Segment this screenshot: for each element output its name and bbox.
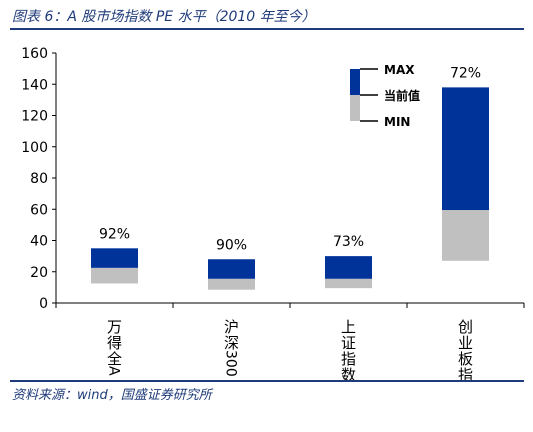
svg-text:万: 万	[107, 318, 122, 336]
svg-text:全: 全	[107, 350, 122, 368]
svg-text:板: 板	[458, 350, 473, 368]
svg-text:指: 指	[458, 366, 473, 384]
y-tick-label: 160	[21, 46, 48, 62]
legend-upper-swatch	[350, 69, 360, 95]
percentile-label: 92%	[99, 226, 130, 242]
y-tick-label: 20	[30, 265, 48, 281]
y-tick-label: 60	[30, 202, 48, 218]
percentile-label: 72%	[450, 65, 481, 81]
bar-lower	[442, 210, 489, 261]
y-tick-label: 120	[21, 109, 48, 125]
svg-text:得: 得	[107, 334, 122, 352]
svg-text:300: 300	[223, 350, 239, 377]
percentile-label: 73%	[333, 234, 364, 250]
bar-lower	[208, 278, 255, 290]
bar-lower	[325, 278, 372, 289]
percentile-label: 90%	[216, 237, 247, 253]
legend-current-label: 当前值	[384, 88, 420, 103]
source-note: 资料来源：wind，国盛证券研究所	[12, 388, 212, 403]
y-tick-label: 100	[21, 140, 48, 156]
svg-text:指: 指	[341, 350, 356, 368]
legend-max-label: MAX	[384, 63, 415, 77]
y-tick-label: 140	[21, 77, 48, 93]
legend-lower-swatch	[350, 95, 360, 121]
svg-text:创: 创	[458, 318, 473, 336]
y-tick-label: 80	[30, 171, 48, 187]
y-tick-label: 0	[39, 296, 48, 312]
svg-text:业: 业	[458, 334, 473, 352]
svg-text:沪: 沪	[224, 318, 239, 336]
bar-upper	[442, 87, 489, 211]
bar-lower	[91, 267, 138, 284]
svg-text:证: 证	[341, 334, 356, 352]
bar-upper	[91, 248, 138, 268]
svg-text:上: 上	[341, 318, 356, 336]
svg-text:数: 数	[341, 366, 356, 384]
chart-title: 图表 6：A 股市场指数 PE 水平（2010 年至今）	[12, 9, 316, 25]
legend-min-label: MIN	[384, 115, 410, 129]
top-rule	[10, 28, 524, 30]
bar-upper	[208, 259, 255, 279]
y-tick-label: 40	[30, 234, 48, 250]
svg-text:深: 深	[224, 334, 239, 352]
bar-upper	[325, 256, 372, 279]
bottom-rule	[10, 380, 524, 382]
svg-text:A: A	[106, 366, 122, 376]
